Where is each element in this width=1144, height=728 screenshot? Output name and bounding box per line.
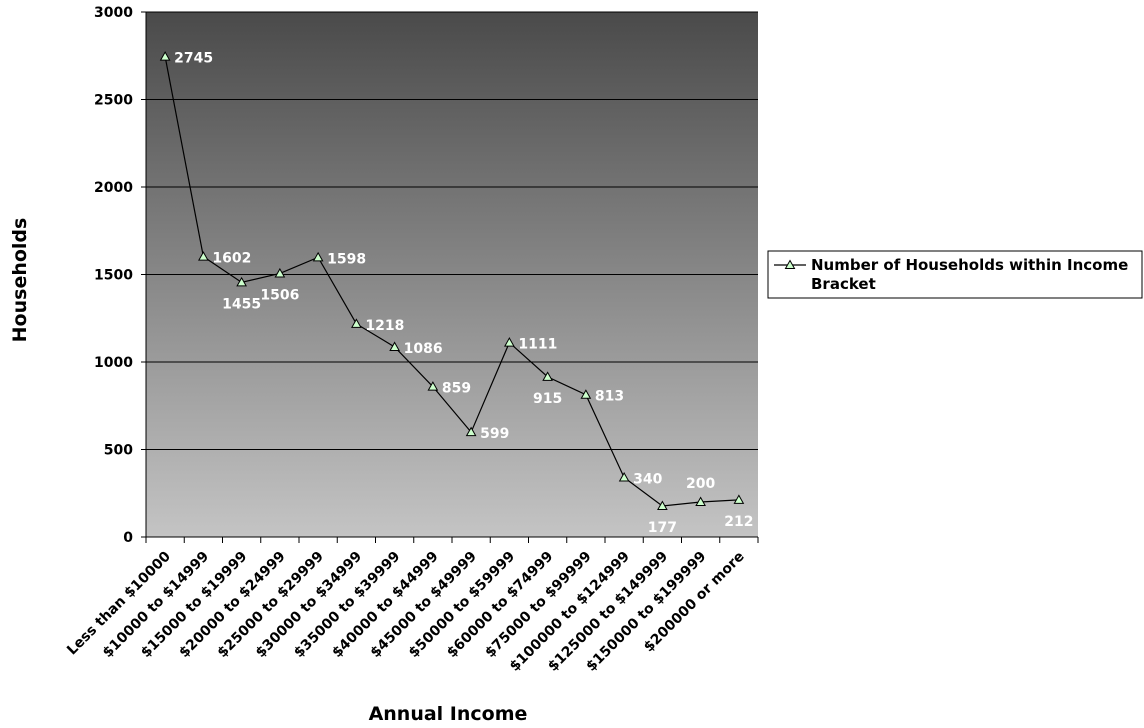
y-tick-label: 2500: [94, 93, 133, 109]
series: [159, 51, 745, 511]
y-tick-label: 500: [104, 443, 133, 459]
data-point-marker: [159, 51, 171, 61]
y-tick-label: 2000: [94, 180, 133, 196]
data-point-marker: [504, 337, 515, 347]
data-label: 915: [533, 391, 562, 407]
x-axis-title: Annual Income: [369, 703, 528, 725]
legend-label: Number of Households within Income Brack…: [811, 256, 1133, 293]
data-point-marker: [427, 381, 439, 391]
data-point-marker: [389, 341, 400, 351]
data-point-marker: [657, 500, 668, 511]
data-label: 177: [648, 520, 677, 536]
data-point-marker: [312, 251, 324, 262]
data-label: 813: [595, 389, 624, 405]
data-point-marker: [580, 389, 592, 399]
y-tick-label: 3000: [94, 5, 133, 21]
data-point-marker: [236, 276, 247, 287]
data-point-marker: [618, 471, 630, 482]
data-point-marker: [542, 371, 553, 381]
data-label: 340: [633, 472, 662, 488]
data-label: 200: [686, 476, 715, 492]
y-tick-label: 1000: [94, 355, 133, 371]
data-label: 859: [442, 381, 471, 397]
data-label: 1086: [404, 341, 443, 357]
data-label: 2745: [174, 51, 213, 67]
data-label: 1218: [365, 318, 404, 334]
gridlines: [146, 11, 758, 450]
legend: Number of Households within Income Brack…: [767, 250, 1143, 299]
data-point-marker: [465, 426, 477, 437]
data-label: 1506: [260, 287, 299, 303]
data-point-marker: [274, 267, 286, 278]
y-axis-title: Households: [9, 218, 31, 343]
data-point-marker: [198, 251, 209, 261]
data-point-marker: [733, 494, 745, 504]
data-label: 212: [724, 514, 753, 530]
data-label: 1598: [327, 251, 366, 267]
data-point-marker: [351, 318, 362, 328]
data-label: 599: [480, 426, 509, 442]
legend-box: [767, 250, 1143, 299]
data-point-marker: [695, 496, 706, 506]
y-tick-label: 1500: [94, 268, 133, 284]
series-line: [164, 56, 739, 507]
legend-marker-icon: [784, 259, 796, 269]
data-label: 1111: [518, 337, 557, 353]
y-tick-label: 0: [123, 530, 133, 546]
data-label: 1602: [212, 251, 251, 267]
data-label: 1455: [222, 296, 261, 312]
